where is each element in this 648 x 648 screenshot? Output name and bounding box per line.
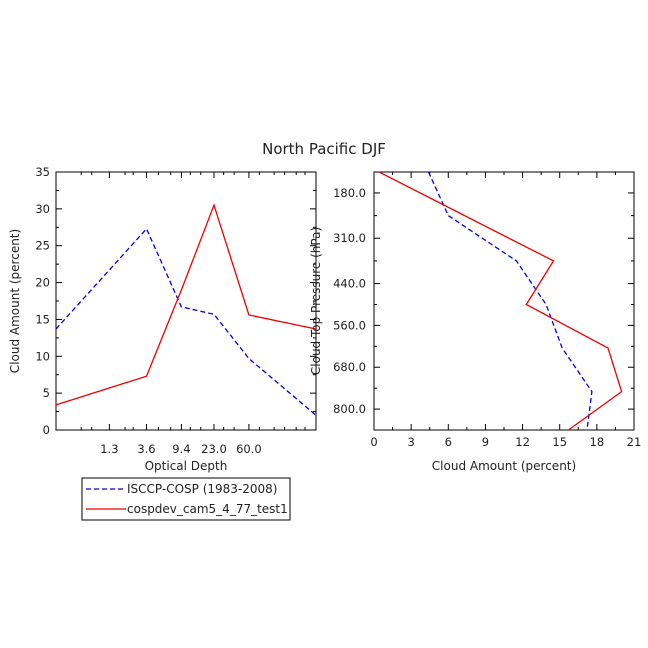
left-x-tick-label: 1.3 — [100, 442, 118, 456]
left-y-tick-label: 5 — [43, 386, 50, 400]
right-x-tick-label: 15 — [552, 435, 567, 449]
right-x-tick-label: 0 — [370, 435, 377, 449]
left-series-line-model — [55, 203, 317, 406]
right-y-tick-label: 680.0 — [333, 360, 366, 374]
right-y-tick-label: 560.0 — [333, 318, 366, 332]
left-y-tick-label: 25 — [35, 239, 50, 253]
left-plot-frame — [55, 171, 317, 431]
right-y-tick-label: 800.0 — [333, 402, 366, 416]
right-x-tick-label: 3 — [407, 435, 414, 449]
legend-label-model: cospdev_cam5_4_77_test1 — [127, 502, 288, 516]
left-y-tick-label: 15 — [35, 312, 50, 326]
right-x-tick-label: 21 — [627, 435, 642, 449]
left-x-tick-label: 3.6 — [137, 442, 155, 456]
left-x-tick-label: 23.0 — [201, 442, 227, 456]
left-x-axis-label: Optical Depth — [145, 459, 228, 473]
left-y-tick-label: 20 — [35, 276, 50, 290]
left-y-tick-label: 30 — [35, 202, 50, 216]
right-plot-frame — [373, 171, 635, 431]
left-y-tick-label: 10 — [35, 349, 50, 363]
left-x-tick-label: 60.0 — [236, 442, 262, 456]
legend: ISCCP-COSP (1983-2008) cospdev_cam5_4_77… — [81, 477, 291, 521]
right-y-tick-label: 440.0 — [333, 277, 366, 291]
right-series-line-obs — [427, 171, 593, 431]
legend-box — [81, 477, 291, 521]
left-y-axis-label: Cloud Amount (percent) — [8, 229, 22, 373]
right-x-tick-label: 12 — [515, 435, 530, 449]
right-x-axis-label: Cloud Amount (percent) — [432, 459, 576, 473]
right-x-tick-label: 18 — [590, 435, 605, 449]
right-y-tick-label: 180.0 — [333, 186, 366, 200]
right-x-tick-label: 9 — [482, 435, 489, 449]
legend-label-obs: ISCCP-COSP (1983-2008) — [127, 482, 277, 496]
right-y-tick-label: 310.0 — [333, 231, 366, 245]
right-x-tick-label: 6 — [445, 435, 452, 449]
right-y-axis-label: Cloud Top Pressure (hPa) — [309, 227, 323, 375]
left-y-tick-label: 0 — [43, 423, 50, 437]
pressure-panel: Cloud Amount (percent) Cloud Top Pressur… — [309, 171, 642, 473]
left-x-tick-label: 9.4 — [172, 442, 190, 456]
optical-depth-panel: Optical Depth Cloud Amount (percent) 0 5 1… — [8, 165, 317, 473]
figure-title: North Pacific DJF — [262, 140, 386, 158]
left-y-tick-label: 35 — [35, 165, 50, 179]
right-series-line-model — [378, 171, 623, 431]
left-series-line-obs — [55, 227, 317, 416]
